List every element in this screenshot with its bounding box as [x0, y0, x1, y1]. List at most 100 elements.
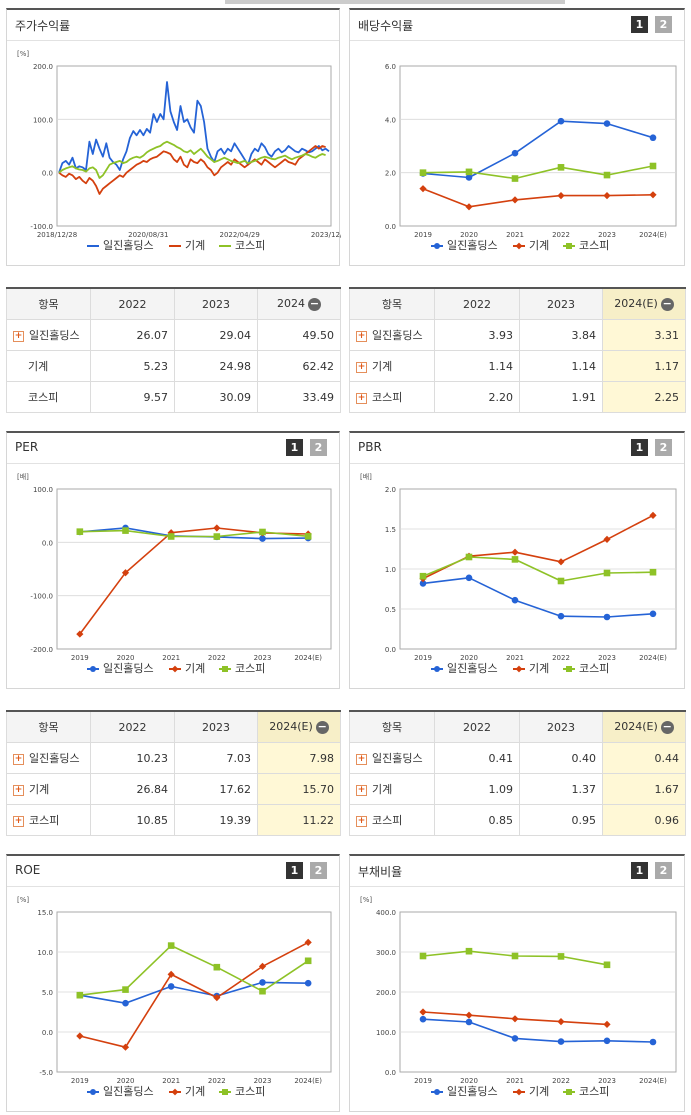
expand-plus-icon[interactable]: +	[13, 815, 24, 827]
panel-per: PER 1 2 [배] 100.0 0.0 -100.0 -200.0 2019 2020 2…	[6, 431, 340, 689]
expand-plus-icon[interactable]: +	[13, 753, 24, 765]
data-point	[76, 528, 84, 535]
legend-item[interactable]: 기계	[169, 662, 205, 675]
page-1-button[interactable]: 1	[286, 439, 303, 456]
legend-item[interactable]: 기계	[513, 239, 549, 252]
page-1-button[interactable]: 1	[631, 439, 648, 456]
legend-item[interactable]: 일진홀딩스	[431, 238, 498, 252]
expand-plus-icon[interactable]: +	[356, 784, 367, 796]
y-tick-label: 0.0	[385, 1069, 396, 1077]
value-cell: 17.62	[174, 773, 258, 805]
value-cell: 1.17	[602, 350, 686, 382]
legend-item[interactable]: 기계	[169, 1085, 205, 1098]
x-tick-label: 2020	[460, 1077, 478, 1085]
legend-item[interactable]: 일진홀딩스	[87, 1084, 154, 1098]
legend-item[interactable]: 일진홀딩스	[87, 238, 154, 252]
legend-item[interactable]: 기계	[513, 1085, 549, 1098]
series1-line	[58, 81, 330, 174]
legend-item[interactable]: 코스피	[563, 1085, 609, 1098]
data-point	[511, 548, 519, 556]
expand-plus-icon[interactable]: +	[356, 330, 367, 342]
column-header-label: 2024(E)	[614, 720, 658, 734]
page-1-button[interactable]: 1	[286, 862, 303, 879]
legend-item[interactable]: 일진홀딩스	[431, 1084, 498, 1098]
data-point	[557, 953, 565, 960]
value-cell: 9.57	[90, 381, 175, 413]
y-tick-label: 2.0	[385, 486, 396, 494]
value-cell: 29.04	[174, 319, 258, 351]
expand-plus-icon[interactable]: +	[356, 753, 367, 765]
panel-header: 주가수익률	[7, 10, 339, 41]
column-header-label: 2023	[547, 720, 575, 734]
legend-item[interactable]: 코스피	[563, 239, 609, 252]
page-2-button[interactable]: 2	[655, 439, 672, 456]
page-2-button[interactable]: 2	[655, 862, 672, 879]
legend-label: 코스피	[579, 1085, 609, 1098]
value-cell: 0.44	[602, 742, 686, 774]
series1-line	[422, 1018, 654, 1043]
legend-label: 코스피	[579, 239, 609, 252]
data-point	[557, 164, 565, 171]
legend-item[interactable]: 일진홀딩스	[87, 661, 154, 675]
data-point	[649, 568, 657, 576]
collapse-icon[interactable]: −	[660, 296, 674, 311]
legend-item[interactable]: 기계	[169, 239, 205, 252]
page-1-button[interactable]: 1	[631, 862, 648, 879]
y-tick-label: 15.0	[37, 909, 53, 917]
expand-plus-icon[interactable]: +	[356, 361, 367, 373]
column-header-year: 2023	[519, 287, 603, 320]
row-name: 코스피	[28, 391, 59, 404]
collapse-icon[interactable]: −	[308, 296, 321, 311]
panel-title: 주가수익률	[15, 19, 71, 33]
column-header-label: 2022	[118, 720, 147, 734]
expand-plus-icon[interactable]: +	[13, 784, 24, 796]
data-point	[649, 162, 657, 170]
legend-item[interactable]: 코스피	[563, 662, 609, 675]
y-tick-label: 0.0	[42, 539, 53, 547]
y-tick-label: 4.0	[385, 116, 396, 124]
legend-marker	[434, 666, 440, 672]
page-2-button[interactable]: 2	[655, 16, 672, 33]
legend-item[interactable]: 일진홀딩스	[431, 661, 498, 675]
panel-stock-return: 주가수익률 [%] 200.0 100.0 0.0 -100.0 2018/12/28 20…	[6, 8, 341, 266]
data-point	[511, 196, 519, 204]
expand-plus-icon[interactable]: +	[356, 392, 367, 404]
legend-item[interactable]: 코스피	[219, 662, 265, 675]
legend-item[interactable]: 기계	[513, 662, 549, 675]
chart-per: [배] 100.0 0.0 -100.0 -200.0 2019 2020 2021 2022 2…	[17, 472, 332, 675]
data-point	[511, 556, 519, 563]
collapse-icon[interactable]: −	[315, 719, 329, 734]
collapse-icon[interactable]: −	[660, 719, 674, 734]
page-2-button[interactable]: 2	[310, 862, 327, 879]
legend-marker	[90, 666, 96, 672]
x-tick-label: 2021	[506, 231, 524, 239]
row-name-cell: 코스피	[6, 381, 91, 413]
expand-plus-icon[interactable]: +	[13, 330, 24, 342]
expand-plus-icon[interactable]: +	[356, 815, 367, 827]
page-1-button[interactable]: 1	[631, 16, 648, 33]
legend-label: 기계	[185, 1085, 205, 1098]
x-tick-label: 2020	[460, 231, 478, 239]
data-point	[259, 528, 266, 536]
data-point	[167, 970, 175, 978]
data-point	[649, 191, 657, 199]
data-point	[649, 610, 657, 618]
table-header-row: 항목 2022 2023 2024(E) −	[6, 710, 341, 743]
data-point	[122, 999, 129, 1007]
row-name-cell: + 기계	[349, 350, 435, 382]
legend-label: 일진홀딩스	[447, 1084, 498, 1098]
legend-marker	[171, 1088, 179, 1096]
row-name: 기계	[29, 783, 50, 796]
legend-item[interactable]: 코스피	[219, 239, 265, 252]
row-name: 일진홀딩스	[29, 329, 80, 342]
value-cell: 26.84	[90, 773, 175, 805]
value-cell: 33.49	[257, 381, 341, 413]
data-point	[465, 1018, 473, 1026]
plot-frame	[56, 65, 332, 227]
legend-marker	[90, 1089, 96, 1095]
value-cell: 1.37	[519, 773, 603, 805]
series3-line	[79, 944, 309, 996]
page-2-button[interactable]: 2	[310, 439, 327, 456]
column-header-item: 항목	[349, 710, 435, 743]
legend-item[interactable]: 코스피	[219, 1085, 265, 1098]
